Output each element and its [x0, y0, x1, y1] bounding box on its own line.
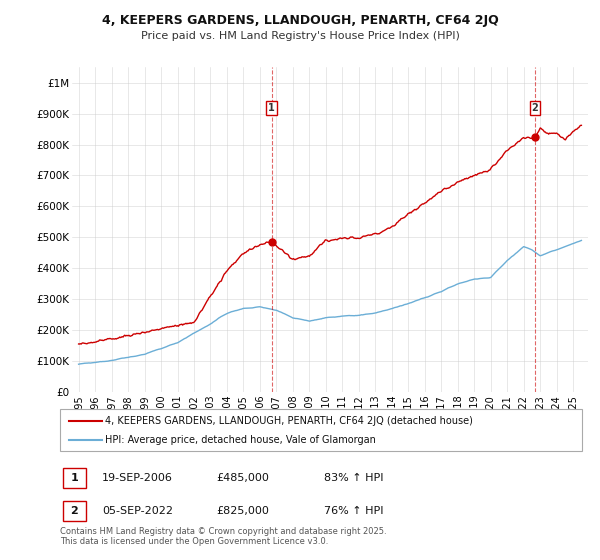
- Text: 05-SEP-2022: 05-SEP-2022: [102, 506, 173, 516]
- Text: 83% ↑ HPI: 83% ↑ HPI: [324, 473, 383, 483]
- Text: 4, KEEPERS GARDENS, LLANDOUGH, PENARTH, CF64 2JQ (detached house): 4, KEEPERS GARDENS, LLANDOUGH, PENARTH, …: [105, 417, 473, 426]
- Text: £485,000: £485,000: [216, 473, 269, 483]
- Text: 1: 1: [71, 473, 78, 483]
- Text: 2: 2: [532, 103, 538, 113]
- Text: 19-SEP-2006: 19-SEP-2006: [102, 473, 173, 483]
- Text: 4, KEEPERS GARDENS, LLANDOUGH, PENARTH, CF64 2JQ: 4, KEEPERS GARDENS, LLANDOUGH, PENARTH, …: [101, 14, 499, 27]
- Text: Price paid vs. HM Land Registry's House Price Index (HPI): Price paid vs. HM Land Registry's House …: [140, 31, 460, 41]
- Text: HPI: Average price, detached house, Vale of Glamorgan: HPI: Average price, detached house, Vale…: [105, 435, 376, 445]
- Text: £825,000: £825,000: [216, 506, 269, 516]
- Text: 76% ↑ HPI: 76% ↑ HPI: [324, 506, 383, 516]
- Text: Contains HM Land Registry data © Crown copyright and database right 2025.
This d: Contains HM Land Registry data © Crown c…: [60, 526, 386, 546]
- Text: 1: 1: [268, 103, 275, 113]
- Text: 2: 2: [71, 506, 78, 516]
